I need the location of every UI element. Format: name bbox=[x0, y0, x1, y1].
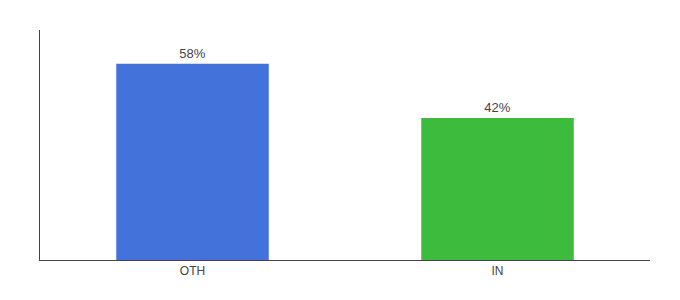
svg-text:58%: 58% bbox=[179, 46, 205, 61]
svg-text:OTH: OTH bbox=[180, 264, 205, 278]
svg-text:42%: 42% bbox=[484, 100, 510, 115]
svg-text:IN: IN bbox=[492, 264, 504, 278]
